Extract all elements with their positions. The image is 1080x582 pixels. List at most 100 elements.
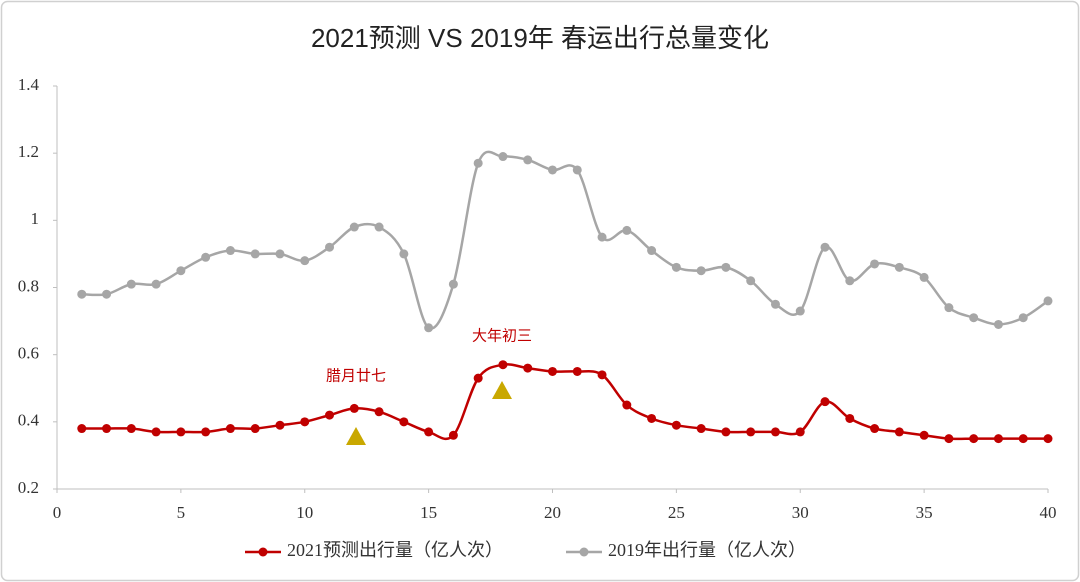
data-point <box>424 323 434 333</box>
data-point <box>176 427 186 437</box>
data-point <box>1043 434 1053 444</box>
data-point <box>894 262 904 272</box>
y-tick-label: 1.2 <box>18 142 39 161</box>
data-point <box>721 427 731 437</box>
data-point <box>944 434 954 444</box>
data-point <box>275 420 285 430</box>
data-point <box>201 427 211 437</box>
legend-marker <box>579 547 589 557</box>
series-line <box>81 150 1049 330</box>
data-point <box>151 427 161 437</box>
data-point <box>126 424 136 434</box>
legend-label: 2021预测出行量（亿人次） <box>287 540 503 560</box>
data-point <box>969 313 979 323</box>
data-point <box>1043 296 1053 306</box>
y-tick-label: 1.4 <box>18 75 40 94</box>
data-point <box>374 407 384 417</box>
data-point <box>548 165 557 175</box>
data-point <box>721 262 731 272</box>
data-point <box>870 259 880 269</box>
x-tick-label: 35 <box>916 503 933 522</box>
data-point <box>498 152 508 162</box>
data-point <box>523 155 533 165</box>
data-point <box>820 397 830 407</box>
data-point <box>597 370 607 380</box>
annotation-marker <box>492 381 512 399</box>
data-point <box>696 266 706 276</box>
y-tick-label: 0.8 <box>18 276 39 295</box>
data-point <box>225 424 235 434</box>
data-point <box>820 242 830 252</box>
data-point <box>151 279 161 289</box>
data-point <box>597 232 607 242</box>
legend-marker <box>258 547 268 557</box>
data-point <box>349 403 359 413</box>
data-point <box>399 249 409 259</box>
chart-title: 2021预测 VS 2019年 春运出行总量变化 <box>311 23 769 53</box>
data-point <box>250 424 260 434</box>
data-point <box>126 279 136 289</box>
data-point <box>102 424 112 434</box>
data-point <box>325 242 335 252</box>
x-tick-label: 15 <box>420 503 437 522</box>
annotation-marker <box>346 427 366 445</box>
data-point <box>77 289 87 299</box>
y-tick-label: 1 <box>31 209 40 228</box>
data-point <box>696 424 706 434</box>
data-point <box>548 366 557 376</box>
data-point <box>300 256 310 266</box>
data-point <box>572 366 582 376</box>
x-tick-label: 25 <box>668 503 685 522</box>
data-point <box>399 417 409 427</box>
data-point <box>250 249 260 259</box>
x-tick-label: 30 <box>792 503 809 522</box>
y-tick-label: 0.2 <box>18 478 39 497</box>
data-point <box>671 420 681 430</box>
data-point <box>770 427 780 437</box>
data-point <box>349 222 359 232</box>
data-point <box>894 427 904 437</box>
x-tick-label: 0 <box>53 503 62 522</box>
data-point <box>374 222 384 232</box>
y-tick-label: 0.4 <box>18 411 40 430</box>
data-point <box>944 303 954 313</box>
data-point <box>671 262 681 272</box>
x-tick-label: 5 <box>177 503 186 522</box>
data-point <box>448 279 458 289</box>
data-point <box>300 417 310 427</box>
x-tick-label: 20 <box>544 503 561 522</box>
data-point <box>1018 313 1028 323</box>
data-point <box>845 413 855 423</box>
data-point <box>102 289 112 299</box>
legend-label: 2019年出行量（亿人次） <box>608 540 806 560</box>
data-point <box>201 252 211 262</box>
data-point <box>795 427 805 437</box>
data-point <box>969 434 979 444</box>
data-point <box>770 299 780 309</box>
data-point <box>77 424 87 434</box>
data-point <box>473 158 483 168</box>
data-point <box>746 276 756 286</box>
data-point <box>647 246 657 256</box>
data-point <box>572 165 582 175</box>
data-point <box>424 427 434 437</box>
x-tick-label: 40 <box>1040 503 1057 522</box>
data-point <box>176 266 186 276</box>
data-point <box>473 373 483 383</box>
data-point <box>622 225 632 235</box>
x-tick-label: 10 <box>296 503 313 522</box>
data-point <box>919 272 929 282</box>
annotation: 大年初三 <box>472 327 532 345</box>
data-point <box>523 363 533 373</box>
data-point <box>845 276 855 286</box>
data-point <box>622 400 632 410</box>
series-line <box>81 363 1048 441</box>
data-point <box>919 430 929 440</box>
data-point <box>993 319 1003 329</box>
data-point <box>647 413 657 423</box>
data-point <box>795 306 805 316</box>
data-point <box>275 249 285 259</box>
data-point <box>746 427 756 437</box>
data-point <box>993 434 1003 444</box>
